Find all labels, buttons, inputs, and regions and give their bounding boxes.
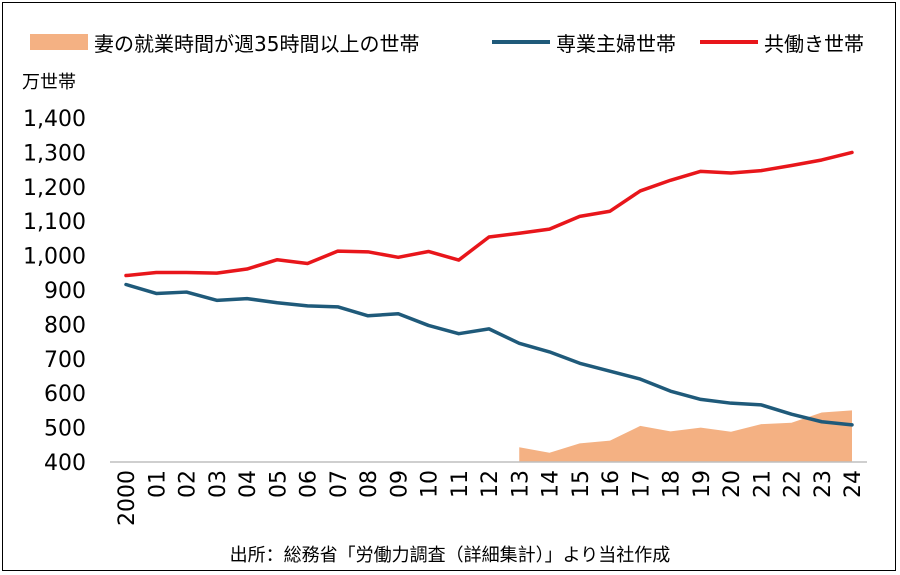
legend-swatch-area xyxy=(30,34,88,50)
x-tick-label: 12 xyxy=(478,470,503,498)
x-tick-label: 23 xyxy=(811,470,836,498)
x-tick-label: 22 xyxy=(781,470,806,498)
y-tick-label: 1,300 xyxy=(23,141,86,166)
x-tick-label: 18 xyxy=(660,470,685,498)
legend-label-housewife: 専業主婦世帯 xyxy=(556,31,676,56)
x-tick-label: 17 xyxy=(629,470,654,498)
x-tick-label: 11 xyxy=(448,470,473,498)
x-tick-label: 06 xyxy=(297,470,322,498)
legend-item-housewife: 専業主婦世帯 xyxy=(492,26,676,58)
area-series-wife-fulltime xyxy=(519,410,852,462)
x-tick-label: 10 xyxy=(418,470,443,498)
legend-swatch-dual-income xyxy=(700,40,758,44)
x-tick-label: 08 xyxy=(357,470,382,498)
y-tick-label: 500 xyxy=(44,417,86,442)
x-tick-label: 19 xyxy=(690,470,715,498)
legend-item-dual-income: 共働き世帯 xyxy=(700,26,864,58)
x-tick-label: 07 xyxy=(327,470,352,498)
y-tick-label: 1,100 xyxy=(23,210,86,235)
legend-label-area: 妻の就業時間が週35時間以上の世帯 xyxy=(94,31,420,56)
y-tick-label: 600 xyxy=(44,382,86,407)
x-tick-label: 24 xyxy=(841,470,866,498)
x-tick-label: 14 xyxy=(539,470,564,498)
source-note: 出所：総務省「労働力調査（詳細集計）」より当社作成 xyxy=(229,545,671,566)
y-tick-label: 1,000 xyxy=(23,245,86,270)
line-series-housewife xyxy=(124,282,854,427)
x-tick-label: 2000 xyxy=(115,470,140,526)
legend-swatch-housewife xyxy=(492,40,550,44)
x-tick-label: 02 xyxy=(176,470,201,498)
legend-item-area: 妻の就業時間が週35時間以上の世帯 xyxy=(30,26,419,58)
legend-label-dual-income: 共働き世帯 xyxy=(764,31,864,56)
x-tick-label: 13 xyxy=(508,470,533,498)
x-tick-label: 21 xyxy=(750,470,775,498)
x-tick-label: 20 xyxy=(720,470,745,498)
y-tick-label: 1,400 xyxy=(23,107,86,132)
x-tick-label: 01 xyxy=(145,470,170,498)
x-tick-label: 15 xyxy=(569,470,594,498)
x-tick-label: 05 xyxy=(266,470,291,498)
x-tick-label: 04 xyxy=(236,470,261,498)
x-tick-label: 16 xyxy=(599,470,624,498)
y-tick-label: 400 xyxy=(44,451,86,476)
y-tick-label: 800 xyxy=(44,313,86,338)
y-tick-label: 700 xyxy=(44,348,86,373)
y-tick-label: 1,200 xyxy=(23,176,86,201)
x-tick-label: 03 xyxy=(206,470,231,498)
x-tick-label: 09 xyxy=(387,470,412,498)
line-series-dual-income xyxy=(124,150,854,278)
y-tick-label: 900 xyxy=(44,279,86,304)
y-axis-unit-label: 万世帯 xyxy=(22,72,76,93)
